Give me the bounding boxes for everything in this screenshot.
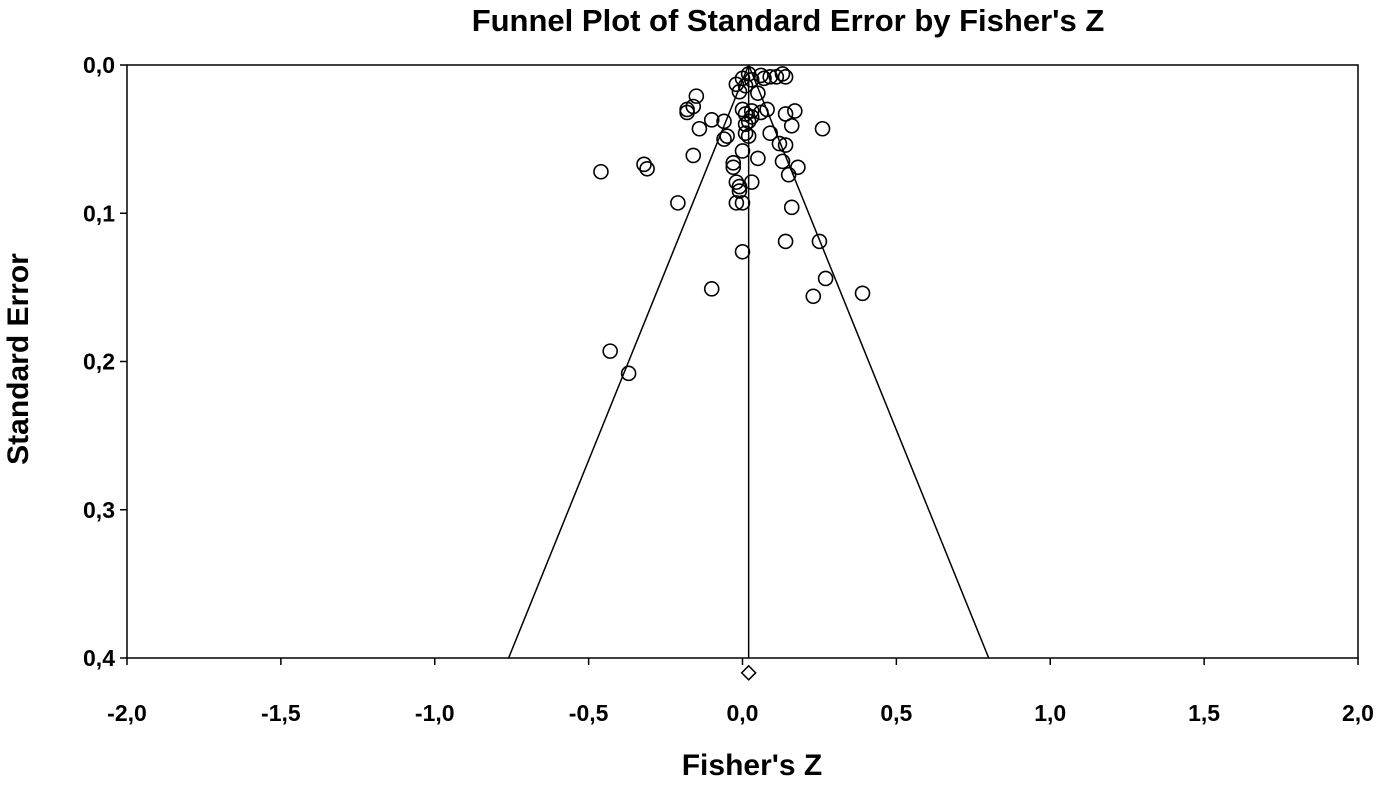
study-point — [790, 159, 806, 176]
study-point — [737, 125, 754, 141]
study-point — [728, 195, 745, 211]
study-point — [679, 104, 695, 121]
study-point — [783, 117, 800, 134]
study-point — [731, 178, 748, 195]
study-point — [777, 69, 794, 85]
study-point — [740, 128, 757, 144]
x-tick-label: 0,5 — [880, 700, 912, 726]
study-point — [620, 365, 637, 382]
study-point — [737, 116, 754, 133]
study-point — [728, 76, 745, 93]
study-point — [787, 103, 803, 119]
study-point — [814, 120, 831, 137]
study-point — [639, 160, 655, 177]
y-axis-label: Standard Error — [2, 253, 35, 465]
study-point — [774, 66, 791, 82]
study-point — [740, 113, 757, 130]
study-point — [691, 120, 708, 137]
study-point — [753, 67, 769, 84]
x-axis: -2,0 -1,5 -1,0 -0,5 0,0 0,5 1,0 1,5 2,0 — [107, 658, 1374, 726]
study-point — [703, 281, 720, 297]
y-tick-label: 0,2 — [83, 349, 115, 375]
x-tick-label: -1,0 — [415, 700, 455, 726]
study-point — [777, 106, 794, 122]
study-points — [593, 66, 871, 382]
study-point — [734, 195, 751, 211]
study-point — [817, 270, 834, 287]
x-tick-label: 1,5 — [1188, 700, 1220, 726]
x-tick-label: 0,0 — [727, 700, 759, 726]
study-point — [759, 101, 775, 118]
study-point — [750, 85, 766, 101]
study-point — [777, 137, 794, 153]
study-point — [731, 183, 748, 199]
study-point — [750, 150, 766, 167]
study-point — [731, 83, 748, 100]
study-point — [854, 285, 871, 302]
study-point — [734, 143, 751, 159]
study-point — [756, 70, 772, 87]
x-tick-label: 1,0 — [1034, 700, 1066, 726]
study-point — [636, 156, 652, 173]
x-axis-label: Fisher's Z — [682, 749, 823, 782]
summary-diamond — [740, 664, 757, 681]
study-point — [762, 69, 778, 85]
x-tick-label: -0,5 — [569, 700, 609, 726]
study-point — [762, 125, 778, 141]
study-point — [716, 131, 732, 147]
study-point — [685, 147, 702, 164]
chart-title: Funnel Plot of Standard Error by Fisher'… — [472, 3, 1105, 38]
study-point — [783, 199, 800, 216]
x-tick-label: -2,0 — [107, 700, 147, 726]
y-tick-label: 0,1 — [83, 200, 115, 226]
study-point — [716, 113, 732, 130]
y-axis: 0,0 0,1 0,2 0,3 0,4 — [83, 52, 127, 671]
study-point — [734, 243, 751, 260]
study-point — [688, 88, 705, 104]
study-point — [780, 166, 797, 183]
x-tick-label: -1,5 — [261, 700, 301, 726]
y-tick-label: 0,3 — [83, 497, 115, 523]
y-tick-label: 0,0 — [83, 52, 115, 78]
study-point — [805, 288, 822, 305]
study-point — [774, 153, 791, 170]
study-point — [719, 128, 735, 144]
plot-area — [126, 64, 1359, 659]
y-tick-label: 0,4 — [83, 645, 115, 671]
funnel-left-boundary — [507, 64, 750, 659]
study-point — [728, 174, 745, 190]
study-point — [777, 233, 794, 250]
summary-effect — [740, 664, 757, 681]
study-point — [593, 163, 609, 180]
study-point — [725, 159, 742, 176]
x-tick-label: 2,0 — [1342, 700, 1374, 726]
study-point — [670, 195, 686, 211]
study-point — [725, 155, 742, 171]
study-point — [811, 233, 828, 250]
study-point — [703, 112, 720, 128]
study-point — [771, 135, 788, 152]
study-point — [602, 343, 618, 359]
